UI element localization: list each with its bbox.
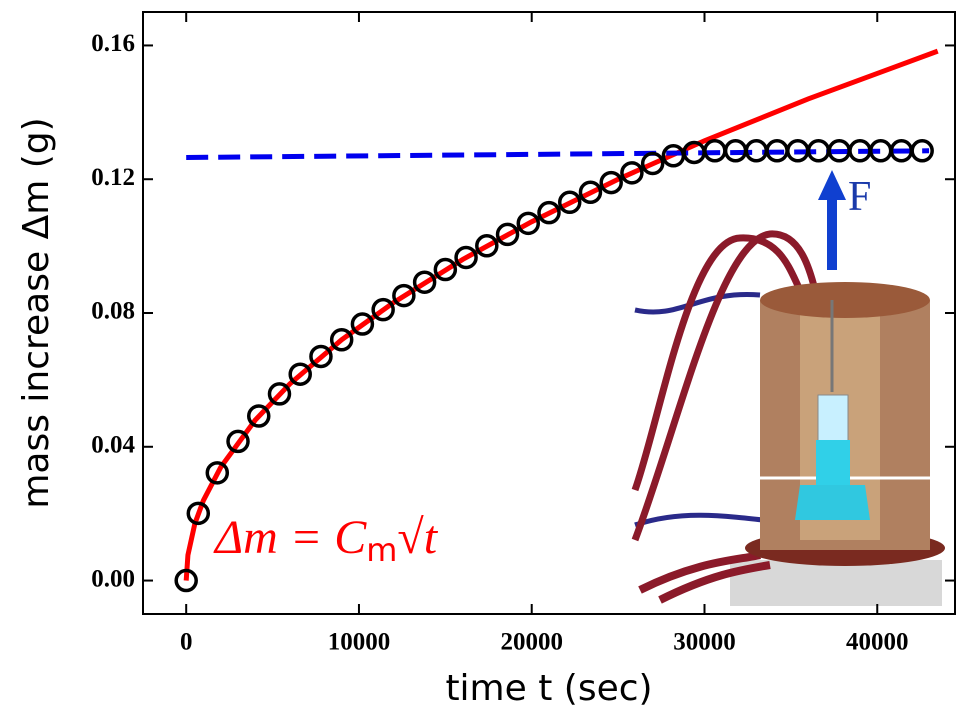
data-point [516,211,541,236]
x-tick-label: 0 [180,629,193,656]
data-point [806,139,831,163]
data-point [640,151,665,176]
data-point [329,328,354,352]
data-point [786,139,810,163]
data-point [557,190,582,215]
x-tick-label: 20000 [500,629,563,656]
data-point [267,382,292,406]
x-axis-label: time t (sec) [445,668,652,709]
data-point [765,139,789,163]
data-point [868,139,893,163]
data-point [661,144,686,168]
data-point [495,222,520,247]
y-tick-label: 0.08 [91,298,135,325]
data-point [226,429,250,454]
data-point [537,200,561,225]
data-point [723,139,748,163]
y-tick-label: 0.04 [91,432,135,459]
apparatus-illustration: F [631,170,945,606]
y-axis-label: mass increase Δm (g) [16,117,57,508]
data-point [744,139,769,163]
data-point [620,161,644,185]
data-point [578,180,603,205]
dashed-line [186,148,930,160]
data-point [599,170,623,195]
data-point [392,283,416,308]
data-point [433,257,458,282]
equation-part: √t [397,511,438,564]
data-point [247,404,271,428]
y-tick-label: 0.12 [91,164,135,191]
data-point [371,297,395,322]
x-tick-label: 10000 [328,629,391,656]
data-point [827,139,851,163]
y-tick-label: 0.00 [91,565,135,592]
data-point [889,139,914,163]
data-point [186,501,211,526]
equation: Δm = Cm√t [213,511,439,569]
y-tick-label: 0.16 [91,30,135,57]
data-point [703,139,727,163]
x-tick-label: 40000 [846,629,909,656]
data-point [309,344,333,369]
data-point [412,270,437,294]
data-point [910,139,934,163]
data-point [848,139,872,163]
data-point [288,362,312,386]
data-point [475,234,499,258]
data-point [205,461,230,485]
data-point [174,568,198,593]
x-tick-label: 30000 [673,629,736,656]
data-point [350,312,375,336]
equation-part: Δm = C [213,511,367,564]
force-label: F [848,174,871,220]
equation-subscript: m [366,531,397,569]
data-point [454,245,478,270]
data-point [682,140,706,165]
